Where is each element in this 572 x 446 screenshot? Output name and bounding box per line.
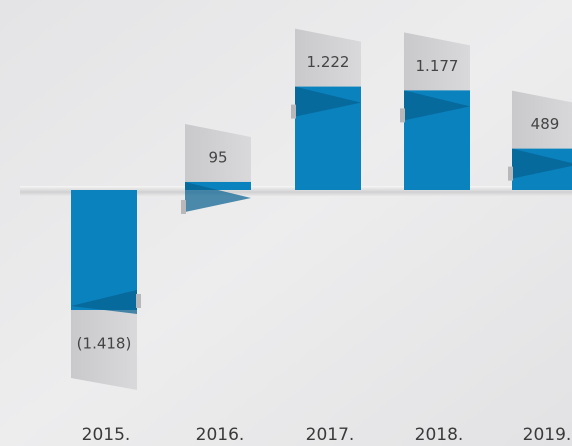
x-tick-label: 2015. (82, 425, 131, 445)
bar-shade (512, 148, 572, 179)
value-label: 95 (208, 148, 227, 166)
bar-stub (508, 166, 513, 181)
label-card (71, 302, 137, 390)
label-card (512, 90, 572, 156)
label-card (404, 32, 470, 99)
bar-shade (185, 181, 251, 212)
value-label: 489 (531, 115, 560, 133)
x-tick-label: 2018. (415, 425, 464, 445)
bar-stub (181, 199, 186, 214)
bar-stub (291, 104, 296, 119)
x-tick-label: 2019. (523, 425, 572, 445)
x-tick-label: 2016. (196, 425, 245, 445)
bar-stub (400, 108, 405, 123)
x-tick-label: 2017. (306, 425, 355, 445)
value-label: 1.222 (307, 53, 350, 71)
bar-shade (404, 90, 470, 121)
bar-stub (136, 294, 141, 308)
label-card (295, 28, 361, 95)
bar-shade (71, 290, 137, 314)
value-label: (1.418) (77, 335, 132, 353)
bar (71, 190, 137, 310)
bar (185, 181, 251, 190)
baseline (20, 186, 572, 196)
label-card (185, 123, 251, 190)
bar-shade (295, 86, 361, 117)
value-label: 1.177 (416, 57, 459, 75)
